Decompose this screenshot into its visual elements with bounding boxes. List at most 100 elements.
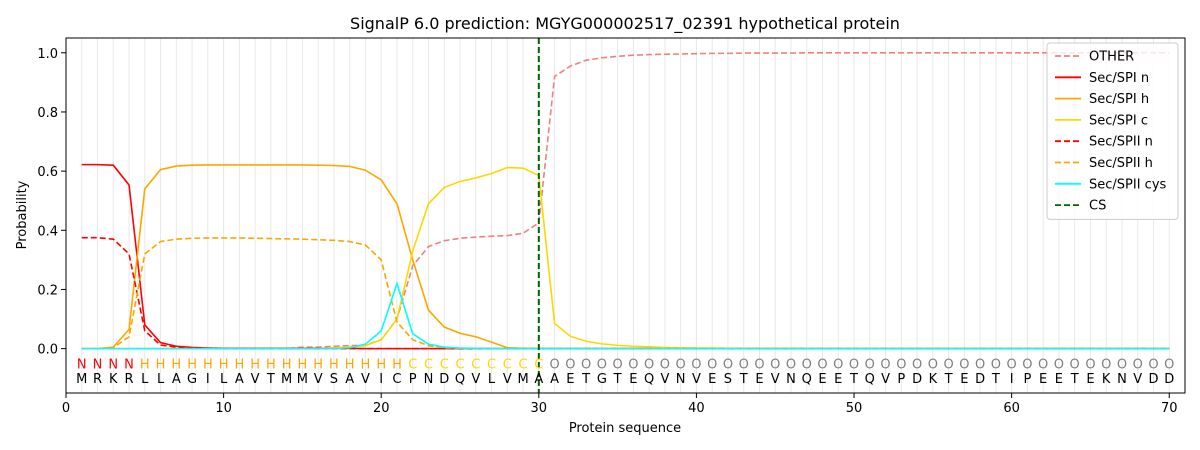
region-label: H (156, 357, 166, 372)
sequence-residue: Q (644, 372, 654, 387)
sequence-residue: L (220, 372, 228, 387)
sequence-residue: P (1023, 372, 1031, 387)
series-line-sec-spii-n (81, 236, 1170, 350)
region-label: O (1117, 357, 1127, 372)
region-label: C (519, 357, 528, 372)
sequence-residue: S (724, 372, 732, 387)
region-label: H (282, 357, 292, 372)
region-label: O (928, 357, 938, 372)
sequence-residue: T (613, 372, 622, 387)
sequence-residue: V (1133, 372, 1142, 387)
region-label: H (376, 357, 386, 372)
sequence-residue: V (660, 372, 669, 387)
series-line-other (81, 51, 1170, 350)
region-label: O (975, 357, 985, 372)
region-label: H (298, 357, 308, 372)
legend-label: Sec/SPI n (1089, 71, 1149, 86)
x-tick-label: 60 (1003, 401, 1020, 416)
region-label: O (896, 357, 906, 372)
sequence-residue: N (676, 372, 686, 387)
sequence-residue: P (409, 372, 417, 387)
sequence-residue: D (1148, 372, 1158, 387)
legend-label: Sec/SPI h (1089, 92, 1149, 107)
region-label: C (487, 357, 496, 372)
sequence-residue: Q (802, 372, 812, 387)
region-label: N (93, 357, 103, 372)
grid-lines (81, 38, 1170, 393)
region-label: C (408, 357, 417, 372)
series-lines (81, 51, 1170, 350)
y-tick-label: 0.2 (37, 283, 58, 298)
region-label: O (549, 357, 559, 372)
sequence-residue: R (93, 372, 102, 387)
region-label: N (108, 357, 118, 372)
sequence-residue: E (708, 372, 716, 387)
sequence-residue: D (1164, 372, 1174, 387)
region-label: O (1038, 357, 1048, 372)
sequence-residue: L (488, 372, 496, 387)
region-label: O (786, 357, 796, 372)
y-tick-label: 0.0 (37, 343, 58, 358)
region-label: H (361, 357, 371, 372)
region-label: O (691, 357, 701, 372)
legend-label: OTHER (1089, 50, 1134, 65)
sequence-residue: V (881, 372, 890, 387)
region-label: O (754, 357, 764, 372)
region-label: O (644, 357, 654, 372)
chart-title: SignalP 6.0 prediction: MGYG000002517_02… (350, 14, 900, 34)
legend-box (1046, 42, 1179, 220)
sequence-residue: D (439, 372, 449, 387)
x-tick-label: 70 (1161, 401, 1178, 416)
sequence-residue: E (629, 372, 637, 387)
legend-label: Sec/SPI c (1089, 113, 1148, 128)
region-label: O (912, 357, 922, 372)
region-label: O (1164, 357, 1174, 372)
region-label: O (1133, 357, 1143, 372)
region-label: O (833, 357, 843, 372)
region-label: O (565, 357, 575, 372)
sequence-residue: Q (865, 372, 875, 387)
x-tick-label: 50 (846, 401, 863, 416)
region-label: O (959, 357, 969, 372)
sequence-residue: N (424, 372, 434, 387)
sequence-residue: V (471, 372, 480, 387)
sequence-residue: V (503, 372, 512, 387)
region-label: O (1148, 357, 1158, 372)
sequence-residue: K (1102, 372, 1111, 387)
sequence-residue: E (960, 372, 968, 387)
x-tick-label: 20 (373, 401, 390, 416)
region-label: O (1007, 357, 1017, 372)
region-label: O (723, 357, 733, 372)
region-label: O (770, 357, 780, 372)
series-line-sec-spi-h (81, 164, 1170, 350)
plot-frame (65, 37, 1186, 394)
sequence-residue: E (566, 372, 574, 387)
region-label: H (140, 357, 150, 372)
sequence-residue: E (1086, 372, 1094, 387)
sequence-residue: I (379, 372, 383, 387)
sequence-residue: E (818, 372, 826, 387)
region-label: O (676, 357, 686, 372)
region-label: O (1022, 357, 1032, 372)
region-label: O (880, 357, 890, 372)
region-label: O (707, 357, 717, 372)
region-label: O (1070, 357, 1080, 372)
y-axis-ticks: 0.0 0.2 0.4 0.6 0.8 1.0 (37, 47, 66, 358)
sequence-residue: K (109, 372, 118, 387)
sequence-residue: L (157, 372, 165, 387)
sequence-residue: M (76, 372, 87, 387)
series-line-sec-spii-h (81, 237, 1170, 350)
sequence-residue: M (281, 372, 292, 387)
x-tick-label: 10 (215, 401, 232, 416)
sequence-residue: T (581, 372, 590, 387)
sequence-residue: P (897, 372, 905, 387)
region-label: O (991, 357, 1001, 372)
region-label: O (581, 357, 591, 372)
region-label: H (329, 357, 339, 372)
legend-label: Sec/SPII h (1089, 156, 1153, 171)
y-tick-label: 0.6 (37, 165, 58, 180)
region-label: O (817, 357, 827, 372)
x-axis-ticks: 0 10 20 30 40 50 60 70 (62, 393, 1178, 416)
